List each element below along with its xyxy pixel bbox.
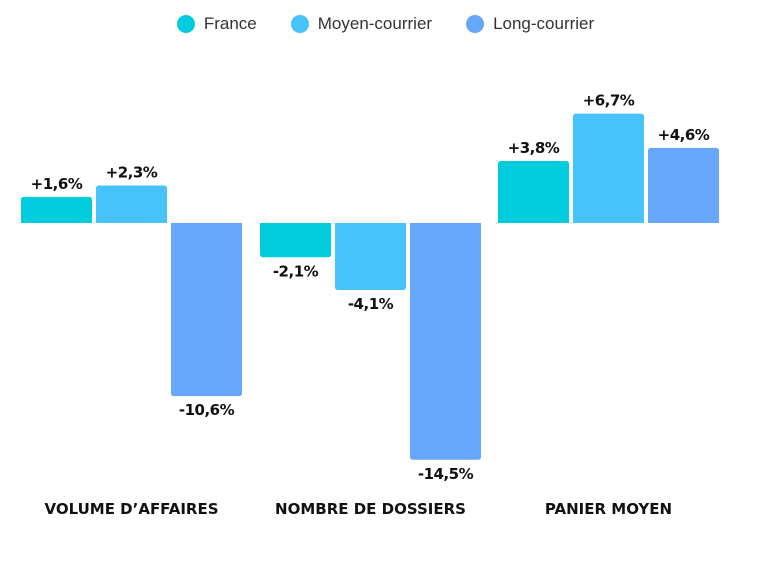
data-label-france-panier-moyen: +3,8% — [508, 139, 560, 157]
data-label-moyen-courrier-panier-moyen: +6,7% — [583, 92, 635, 110]
category-label-volume-d-affaires: VOLUME D’AFFAIRES — [44, 500, 218, 518]
data-label-moyen-courrier-nombre-de-dossiers: -4,1% — [348, 295, 394, 313]
bar-moyen-courrier-nombre-de-dossiers[interactable] — [335, 223, 406, 290]
bar-long-courrier-panier-moyen[interactable] — [648, 147, 719, 223]
category-label-panier-moyen: PANIER MOYEN — [545, 500, 672, 518]
data-label-long-courrier-volume-d-affaires: -10,6% — [179, 401, 235, 419]
legend-item-long-courrier[interactable]: Long-courrier — [466, 14, 594, 34]
bar-long-courrier-nombre-de-dossiers[interactable] — [410, 223, 481, 460]
bar-moyen-courrier-panier-moyen[interactable] — [573, 113, 644, 223]
legend-item-france[interactable]: France — [176, 14, 257, 34]
bar-france-nombre-de-dossiers[interactable] — [260, 223, 331, 258]
bar-france-volume-d-affaires[interactable] — [21, 196, 92, 223]
legend-label-france: France — [203, 14, 257, 33]
category-label-nombre-de-dossiers: NOMBRE DE DOSSIERS — [275, 500, 466, 518]
chart-legend: France Moyen-courrier Long-courrier — [0, 14, 771, 34]
bar-france-panier-moyen[interactable] — [498, 160, 569, 223]
legend-swatch-long-courrier — [466, 15, 485, 33]
data-label-france-volume-d-affaires: +1,6% — [31, 175, 83, 193]
data-label-moyen-courrier-volume-d-affaires: +2,3% — [106, 163, 158, 181]
legend-item-moyen-courrier[interactable]: Moyen-courrier — [290, 14, 433, 34]
data-label-france-nombre-de-dossiers: -2,1% — [273, 262, 319, 280]
data-label-long-courrier-panier-moyen: +4,6% — [658, 126, 710, 144]
legend-label-long-courrier: Long-courrier — [493, 14, 595, 33]
bar-moyen-courrier-volume-d-affaires[interactable] — [96, 185, 167, 223]
legend-label-moyen-courrier: Moyen-courrier — [317, 14, 433, 33]
bar-long-courrier-volume-d-affaires[interactable] — [171, 223, 242, 397]
legend-swatch-moyen-courrier — [290, 15, 309, 33]
legend-swatch-france — [176, 15, 195, 33]
data-label-long-courrier-nombre-de-dossiers: -14,5% — [418, 465, 474, 483]
